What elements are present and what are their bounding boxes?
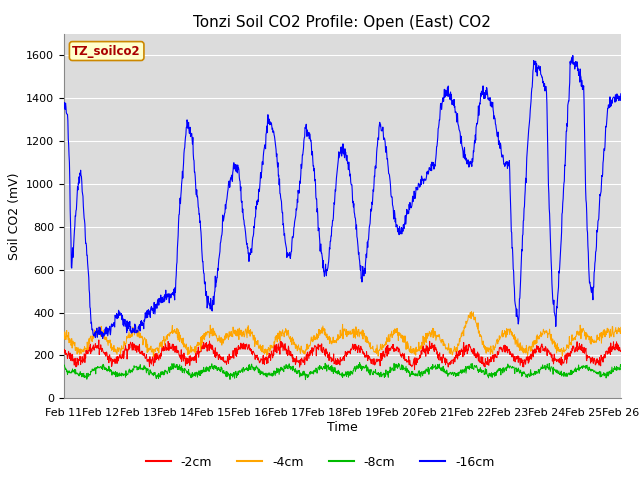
- Text: TZ_soilco2: TZ_soilco2: [72, 45, 141, 58]
- Legend: -2cm, -4cm, -8cm, -16cm: -2cm, -4cm, -8cm, -16cm: [141, 451, 499, 474]
- Title: Tonzi Soil CO2 Profile: Open (East) CO2: Tonzi Soil CO2 Profile: Open (East) CO2: [193, 15, 492, 30]
- Y-axis label: Soil CO2 (mV): Soil CO2 (mV): [8, 172, 20, 260]
- X-axis label: Time: Time: [327, 421, 358, 434]
